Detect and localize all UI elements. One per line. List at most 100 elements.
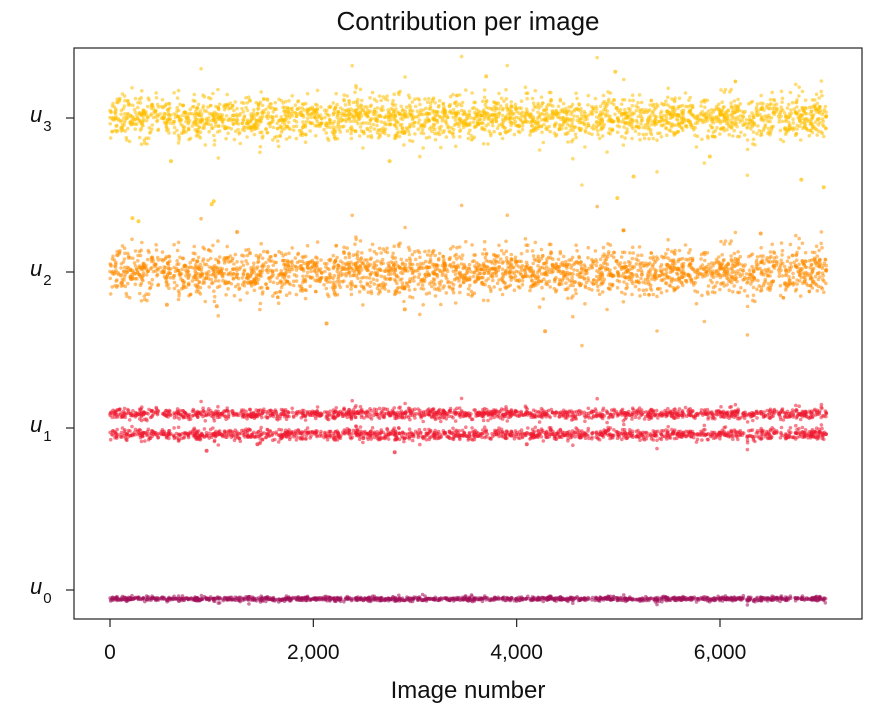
- data-point: [687, 251, 691, 255]
- data-point: [786, 415, 790, 420]
- data-point: [223, 414, 228, 418]
- data-point: [403, 598, 407, 603]
- data-point: [478, 410, 483, 415]
- data-point: [688, 434, 693, 438]
- data-point: [258, 428, 263, 433]
- data-point: [481, 428, 485, 432]
- data-point: [453, 433, 458, 437]
- data-point: [310, 411, 314, 415]
- data-point: [583, 415, 588, 420]
- data-point: [301, 411, 305, 416]
- data-point: [139, 439, 144, 444]
- data-point: [504, 598, 508, 603]
- data-point: [814, 410, 819, 415]
- data-point: [736, 250, 740, 254]
- data-point: [795, 435, 799, 440]
- data-point: [430, 407, 435, 412]
- data-point: [392, 432, 397, 437]
- data-point: [416, 597, 421, 602]
- data-point: [631, 251, 636, 255]
- data-point: [142, 417, 147, 422]
- data-point: [624, 436, 628, 441]
- data-point: [706, 438, 710, 442]
- data-point: [168, 409, 172, 414]
- data-point: [437, 409, 441, 413]
- data-point: [137, 291, 142, 296]
- data-point: [199, 412, 203, 417]
- data-point: [459, 396, 464, 401]
- data-point: [500, 596, 505, 601]
- data-point: [725, 412, 730, 416]
- data-point: [423, 427, 427, 432]
- data-point: [275, 413, 280, 418]
- data-point: [350, 431, 354, 436]
- data-point: [268, 414, 272, 418]
- data-point: [133, 282, 138, 287]
- data-point: [371, 277, 376, 282]
- data-point: [748, 597, 752, 602]
- data-point: [280, 433, 285, 437]
- data-point: [655, 599, 659, 603]
- data-point: [349, 409, 353, 414]
- data-point: [284, 417, 289, 422]
- data-point: [683, 405, 688, 410]
- data-point: [595, 204, 599, 209]
- data-point: [269, 408, 273, 413]
- data-point: [127, 418, 132, 422]
- data-point: [150, 434, 155, 439]
- data-point: [451, 437, 456, 442]
- data-point: [519, 411, 524, 415]
- data-point: [741, 414, 745, 418]
- data-point: [742, 431, 746, 436]
- data-point: [630, 245, 635, 250]
- data-point: [504, 407, 509, 411]
- data-point: [380, 409, 385, 413]
- data-point: [673, 407, 677, 411]
- data-point: [513, 429, 518, 433]
- data-point: [745, 447, 750, 452]
- data-point: [816, 596, 821, 600]
- data-point: [374, 412, 378, 417]
- data-point: [595, 396, 599, 401]
- data-point: [622, 422, 626, 427]
- data-point: [710, 416, 715, 421]
- data-point: [318, 431, 323, 436]
- data-point: [199, 593, 204, 598]
- data-point: [472, 597, 477, 601]
- data-point: [513, 413, 518, 417]
- data-point: [550, 597, 554, 601]
- data-point: [410, 596, 414, 601]
- data-point: [725, 597, 729, 602]
- data-point: [212, 439, 217, 444]
- data-point: [660, 600, 664, 604]
- data-point: [215, 411, 220, 416]
- data-point: [649, 415, 653, 419]
- data-point: [436, 598, 441, 603]
- data-point: [768, 436, 773, 441]
- data-point: [433, 417, 438, 422]
- data-point: [271, 414, 276, 419]
- data-point: [241, 433, 246, 438]
- data-point: [115, 415, 120, 419]
- data-point: [719, 239, 723, 244]
- data-point: [732, 284, 736, 288]
- data-point: [747, 268, 752, 273]
- data-point: [549, 407, 554, 412]
- data-point: [361, 440, 365, 445]
- data-point: [314, 596, 319, 600]
- data-point: [123, 412, 127, 417]
- data-point: [273, 599, 277, 603]
- data-point: [139, 407, 143, 411]
- data-point: [200, 597, 204, 601]
- data-point: [769, 412, 774, 416]
- data-point: [653, 434, 657, 438]
- data-point: [695, 432, 700, 436]
- data-point: [623, 417, 627, 421]
- data-point: [558, 427, 563, 432]
- data-point: [268, 429, 273, 433]
- data-point: [702, 423, 707, 428]
- data-point: [287, 414, 291, 419]
- data-point: [789, 596, 793, 600]
- data-point: [402, 439, 406, 444]
